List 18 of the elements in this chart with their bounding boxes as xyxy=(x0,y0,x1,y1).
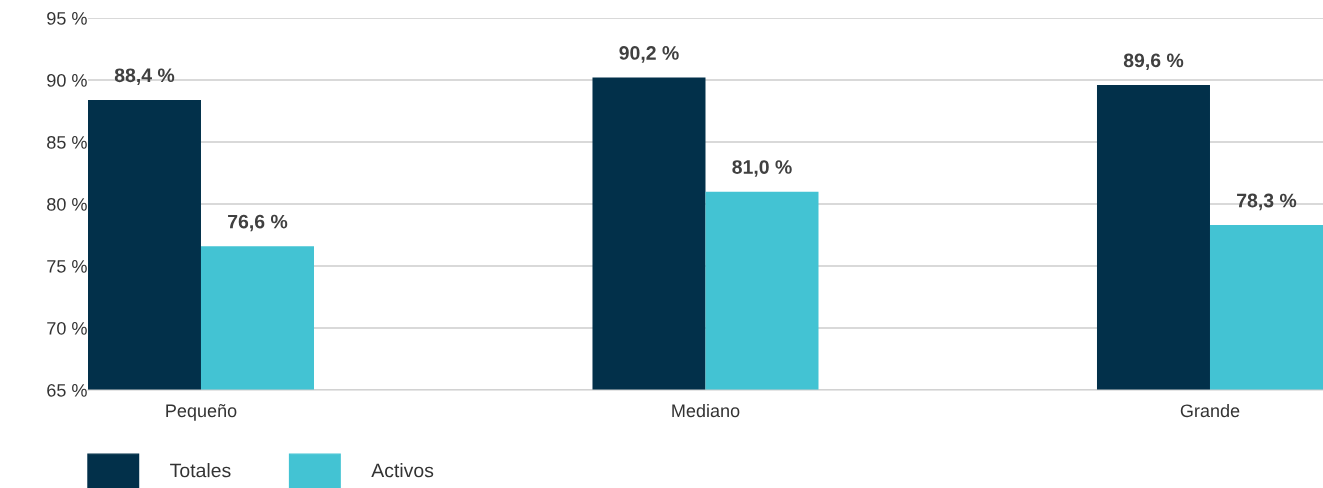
y-tick-label: 95 % xyxy=(47,11,87,25)
x-tick-label: Pequeño xyxy=(166,404,237,421)
y-tick-label: 75 % xyxy=(47,260,87,273)
data-label: 78,3 % xyxy=(1237,193,1297,211)
data-label: 76,6 % xyxy=(228,214,288,232)
x-tick-label: Mediano xyxy=(672,403,740,418)
x-tick-label: Grande xyxy=(1180,403,1240,418)
data-label: 81,0 % xyxy=(732,160,792,177)
y-tick-label: 90 % xyxy=(47,73,87,87)
legend-label: Activos xyxy=(371,463,434,478)
legend-label: Totales xyxy=(170,463,231,478)
y-tick-label: 65 % xyxy=(47,383,87,397)
y-tick-label: 70 % xyxy=(47,321,87,335)
y-tick-label: 80 % xyxy=(47,197,87,211)
y-tick-label: 85 % xyxy=(47,135,87,149)
data-label: 89,6 % xyxy=(1123,53,1184,71)
data-label: 90,2 % xyxy=(619,46,679,63)
data-label: 88,4 % xyxy=(114,68,175,85)
